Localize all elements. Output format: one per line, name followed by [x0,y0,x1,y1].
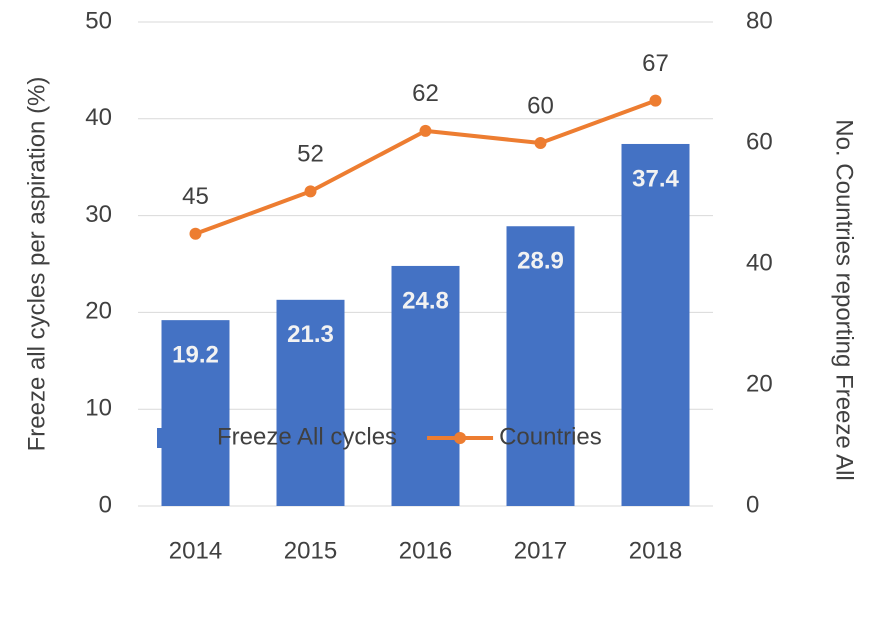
bar [161,320,230,506]
y-tick-label: 20 [85,298,112,325]
y-tick-label: 10 [85,395,112,422]
line-label: 60 [527,92,554,119]
y-tick-label: 30 [85,201,112,228]
line-label: 52 [297,141,324,168]
legend-swatch [157,428,212,448]
x-tick-label: 2014 [169,537,222,564]
line [194,98,657,236]
y2-tick-label: 40 [746,249,773,276]
bar-label: 28.9 [517,248,564,275]
y2-axis-title: No. Countries reporting Freeze All [831,119,858,481]
line-label: 67 [642,50,669,77]
bar-label: 24.8 [402,287,449,314]
bar [391,265,460,506]
legend-label: Countries [499,423,602,450]
bar [506,226,575,507]
line-marker [534,137,547,149]
line-label: 45 [182,183,209,210]
y-tick-label: 0 [99,491,112,518]
bar-label: 19.2 [172,341,219,368]
line-marker [189,227,202,240]
y2-tick-label: 80 [746,7,773,34]
line-marker [649,94,662,107]
y2-tick-label: 60 [746,128,773,155]
bar [621,143,690,506]
y-axis-title: Freeze all cycles per aspiration (%) [23,77,50,452]
line-marker [304,185,317,198]
line-label: 62 [412,80,439,107]
legend-marker [454,432,467,444]
x-tick-label: 2017 [514,537,567,564]
y2-tick-label: 0 [746,491,759,518]
legend-label: Freeze All cycles [217,423,397,450]
bar-label: 21.3 [287,321,334,348]
y-tick-label: 50 [85,7,112,34]
x-tick-label: 2016 [399,537,452,564]
bar-label: 37.4 [632,165,679,192]
x-tick-label: 2015 [284,537,337,564]
y-tick-label: 40 [85,104,112,131]
line-marker [419,124,432,137]
x-tick-label: 2018 [629,537,682,564]
y2-tick-label: 20 [746,370,773,397]
bar [276,299,345,506]
